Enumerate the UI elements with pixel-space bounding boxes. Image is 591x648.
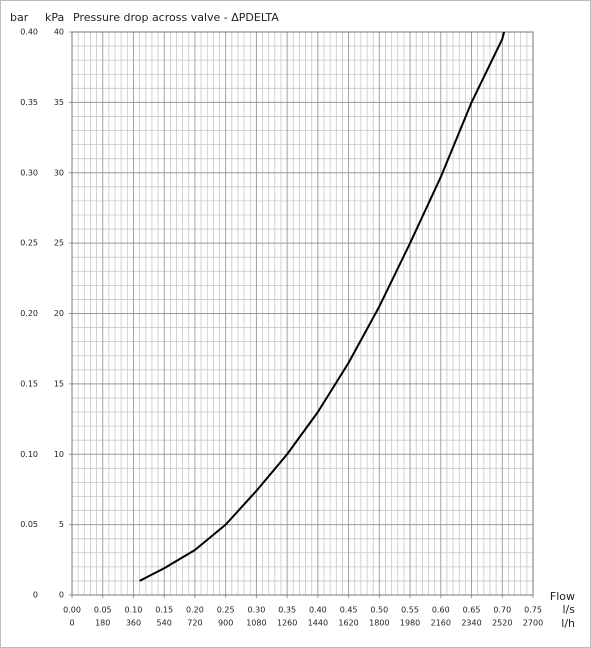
y-tick-label: 40 xyxy=(54,28,64,37)
y-tick-label: 25 xyxy=(54,239,64,248)
x-axis-title: Flow xyxy=(550,590,575,603)
x2-tick-label: 2160 xyxy=(431,619,451,628)
x2-tick-label: 360 xyxy=(126,619,141,628)
y2-tick-label: 0.05 xyxy=(20,520,38,529)
x-tick-label: 0.35 xyxy=(278,606,296,615)
x2-axis-label: l/h xyxy=(561,617,575,630)
x-tick-label: 0.10 xyxy=(125,606,143,615)
y-tick-label: 5 xyxy=(59,520,64,529)
x-tick-label: 0.75 xyxy=(524,606,542,615)
x-tick-label: 0.40 xyxy=(309,606,327,615)
y2-tick-label: 0.30 xyxy=(20,168,38,177)
curve xyxy=(139,31,506,582)
y-tick-label: 20 xyxy=(54,309,64,318)
x-axis-label: l/s xyxy=(563,603,576,616)
chart-title: Pressure drop across valve - ΔPDELTA xyxy=(73,11,279,24)
x-tick-label: 0.45 xyxy=(340,606,358,615)
x2-tick-label: 1800 xyxy=(369,619,389,628)
x2-tick-label: 1260 xyxy=(277,619,297,628)
y2-tick-label: 0.15 xyxy=(20,379,38,388)
y-tick-label: 0 xyxy=(59,591,64,600)
x-tick-label: 0.55 xyxy=(401,606,419,615)
y-tick-label: 15 xyxy=(54,379,64,388)
x-tick-label: 0.50 xyxy=(370,606,388,615)
x2-tick-label: 1980 xyxy=(400,619,420,628)
x2-tick-label: 1620 xyxy=(338,619,358,628)
x2-tick-label: 900 xyxy=(218,619,233,628)
y-tick-label: 30 xyxy=(54,168,64,177)
x2-tick-label: 1080 xyxy=(246,619,266,628)
y2-tick-label: 0.25 xyxy=(20,239,38,248)
x2-tick-label: 2520 xyxy=(492,619,512,628)
y2-tick-label: 0.10 xyxy=(20,450,38,459)
y2-axis-label: bar xyxy=(10,11,29,24)
x2-tick-label: 180 xyxy=(95,619,110,628)
x-tick-label: 0.70 xyxy=(493,606,511,615)
grid xyxy=(71,31,534,596)
x-tick-label: 0.65 xyxy=(463,606,481,615)
x2-tick-label: 1440 xyxy=(308,619,328,628)
x-tick-label: 0.60 xyxy=(432,606,450,615)
y2-tick-label: 0.20 xyxy=(20,309,38,318)
y2-tick-label: 0.40 xyxy=(20,28,38,37)
y-axis-label: kPa xyxy=(45,11,64,24)
x-tick-label: 0.30 xyxy=(247,606,265,615)
x-tick-label: 0.25 xyxy=(217,606,235,615)
y-tick-label: 35 xyxy=(54,98,64,107)
x2-tick-label: 720 xyxy=(187,619,202,628)
x-tick-label: 0.05 xyxy=(94,606,112,615)
y2-tick-label: 0.35 xyxy=(20,98,38,107)
x-tick-label: 0.20 xyxy=(186,606,204,615)
y2-tick-label: 0 xyxy=(33,591,38,600)
x-tick-label: 0.15 xyxy=(155,606,173,615)
plot-frame xyxy=(71,31,534,596)
x2-tick-label: 2340 xyxy=(461,619,481,628)
y-tick-label: 10 xyxy=(54,450,64,459)
x2-tick-label: 540 xyxy=(157,619,172,628)
x2-tick-label: 2700 xyxy=(523,619,543,628)
x2-tick-label: 0 xyxy=(69,619,74,628)
x-tick-label: 0.00 xyxy=(63,606,81,615)
